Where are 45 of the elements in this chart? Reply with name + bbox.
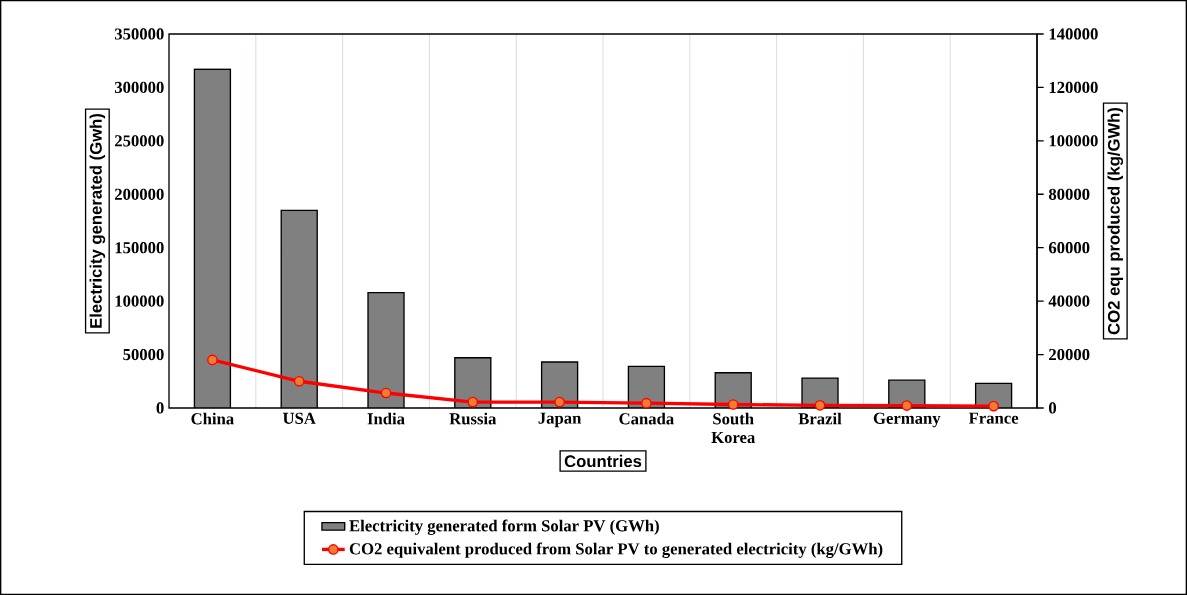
bar xyxy=(454,357,492,408)
point xyxy=(554,396,565,408)
y-tick-label: 350000 xyxy=(114,28,164,40)
y2-tick-label: 80000 xyxy=(1048,188,1090,200)
y2-tick-label: 20000 xyxy=(1049,348,1090,361)
point xyxy=(641,397,652,409)
x-tick-label: Russia xyxy=(449,412,497,425)
x-tick-label: France xyxy=(968,412,1019,424)
x-tick-label: China xyxy=(191,412,234,425)
y2-tick-label: 100000 xyxy=(1049,135,1098,147)
x-tick-label: India xyxy=(367,412,405,425)
y2-tick-label: 140000 xyxy=(1049,28,1098,40)
legend-label: CO2 equivalent produced from Solar PV to generated electricity (kg/GWh) xyxy=(349,542,883,558)
y2-tick-label: 120000 xyxy=(1049,81,1098,94)
y-tick-label: 50000 xyxy=(123,348,164,361)
x-tick-label: Brazil xyxy=(798,412,842,425)
x-tick-label: Canada xyxy=(619,412,674,425)
y2-tick-label: 60000 xyxy=(1048,242,1090,254)
point xyxy=(988,400,999,412)
y2-tick-label: 40000 xyxy=(1048,295,1090,307)
y-tick-label: 100000 xyxy=(115,295,164,307)
x-axis-title: Countries xyxy=(564,454,642,468)
y2-tick-label: 0 xyxy=(1049,402,1057,414)
point xyxy=(293,375,305,387)
y-tick-label: 300000 xyxy=(114,81,164,94)
bar xyxy=(367,291,405,408)
bar xyxy=(280,209,318,408)
y2-axis-title: CO2 equ produced (kg/GWh) xyxy=(1107,107,1124,335)
y-axis-title: Electricity generated (Gwh) xyxy=(89,113,106,328)
bar xyxy=(193,68,232,408)
point xyxy=(814,399,826,411)
x-tick-label: Germany xyxy=(873,412,941,428)
point xyxy=(467,396,479,408)
point xyxy=(380,387,392,399)
x-tick-label: South Korea xyxy=(711,412,756,444)
y-tick-label: 250000 xyxy=(114,135,164,147)
y-tick-label: 0 xyxy=(156,402,164,414)
point xyxy=(727,399,739,410)
y-tick-label: 150000 xyxy=(115,242,164,254)
x-tick-label: USA xyxy=(282,412,316,424)
x-tick-label: Japan xyxy=(538,412,582,428)
point xyxy=(901,400,913,411)
y-tick-label: 200000 xyxy=(114,188,164,200)
point xyxy=(207,354,218,366)
legend-label: Electricity generated form Solar PV (GWh) xyxy=(349,519,659,535)
